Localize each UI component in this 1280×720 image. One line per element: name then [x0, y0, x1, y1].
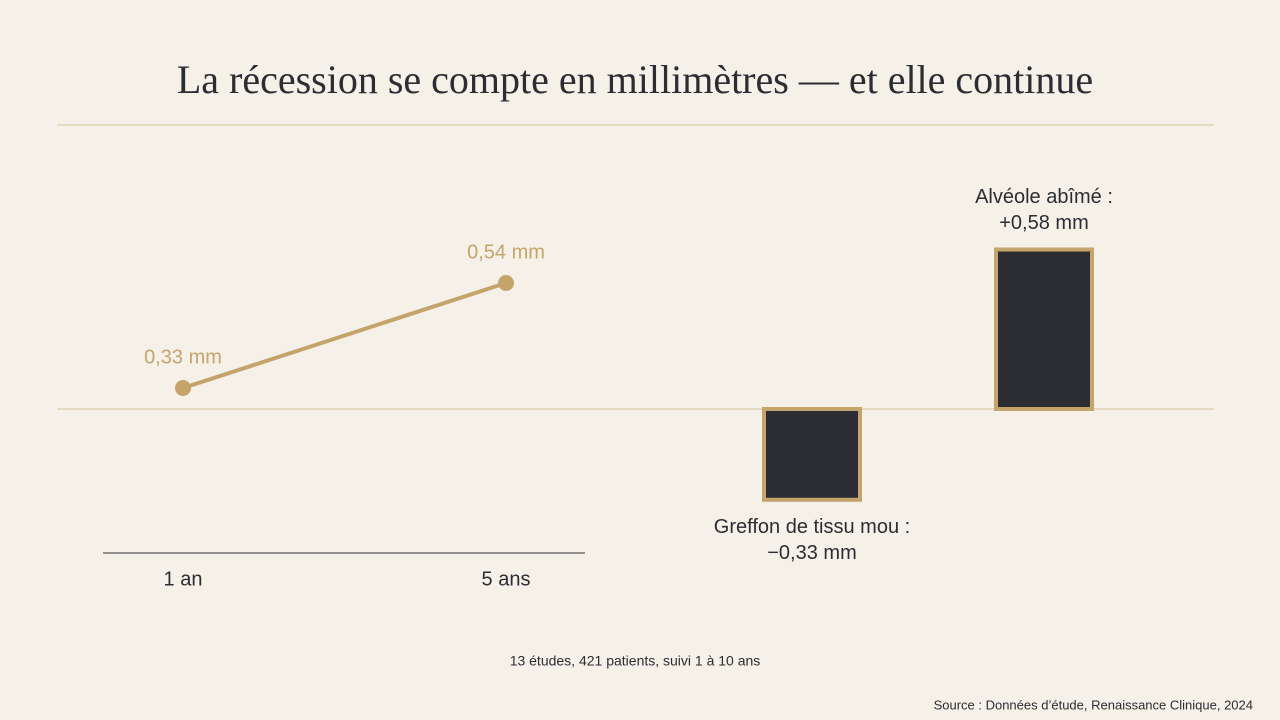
bar — [994, 247, 1094, 411]
x-tick-label: 1 an — [164, 568, 203, 590]
source: Source : Données d’étude, Renaissance Cl… — [934, 697, 1253, 712]
slide-title: La récession se compte en millimètres — … — [177, 57, 1093, 102]
x-tick-label: 5 ans — [482, 568, 531, 590]
category-label: Alvéole abîmé : — [975, 186, 1113, 208]
line — [182, 281, 507, 390]
category-label: Greffon de tissu mou : — [714, 516, 910, 538]
value-label: +0,58 mm — [999, 212, 1088, 234]
value-label: −0,33 mm — [767, 542, 856, 564]
point — [175, 380, 191, 396]
point — [498, 275, 514, 291]
bar — [762, 407, 862, 502]
note: 13 études, 421 patients, suivi 1 à 10 an… — [510, 653, 761, 669]
value-label: 0,54 mm — [467, 241, 545, 263]
value-label: 0,33 mm — [144, 346, 222, 368]
